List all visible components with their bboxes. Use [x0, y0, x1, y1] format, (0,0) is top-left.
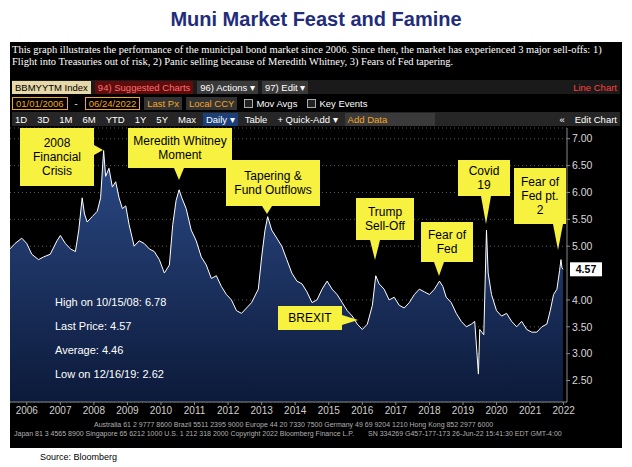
svg-text:2022: 2022	[553, 405, 576, 416]
svg-text:2014: 2014	[284, 405, 307, 416]
html-text:2008 Financial Crisis: 2008 Financial Crisis	[33, 136, 81, 178]
html-text:1M: 1M	[59, 113, 73, 125]
html-text:Trump Sell-Off: Trump Sell-Off	[365, 205, 405, 233]
svg-text:5.00: 5.00	[572, 240, 593, 252]
html-text:Covid 19: Covid 19	[468, 164, 500, 192]
html-text:97) Edit ▾: 97) Edit ▾	[264, 81, 306, 93]
html-text:6M: 6M	[82, 113, 96, 125]
svg-text:2017: 2017	[385, 405, 408, 416]
html-text:1Y: 1Y	[134, 113, 147, 125]
svg-text:2009: 2009	[116, 405, 139, 416]
svg-text:3.00: 3.00	[572, 347, 593, 359]
html-text:Add Data: Add Data	[347, 113, 388, 125]
html-text:Low on 12/16/19: 2.62: Low on 12/16/19: 2.62	[55, 368, 164, 380]
svg-text:2020: 2020	[485, 405, 508, 416]
html-text:Table: Table	[244, 113, 268, 125]
svg-text:4.57: 4.57	[576, 263, 597, 275]
html-text:Daily ▾: Daily ▾	[205, 113, 235, 125]
html-text:Meredith Whitney Moment: Meredith Whitney Moment	[133, 134, 227, 162]
html-text:01/01/2006: 01/01/2006	[16, 97, 64, 109]
html-text:Local CCY: Local CCY	[189, 97, 235, 109]
html-text:Fear of Fed pt. 2: Fear of Fed pt. 2	[521, 175, 559, 217]
svg-text:2012: 2012	[217, 405, 240, 416]
svg-text:2.50: 2.50	[572, 374, 593, 386]
html-text:BREXIT: BREXIT	[288, 311, 332, 325]
html-text:3D: 3D	[37, 113, 50, 125]
html-text:BBMYYTM Index: BBMYYTM Index	[15, 81, 88, 93]
html-text:06/24/2022: 06/24/2022	[88, 97, 137, 109]
html-text:Japan 81 3 4565 8900 Singapore: Japan 81 3 4565 8900 Singapore 65 6212 1…	[14, 429, 354, 437]
html-text:This graph illustrates the per: This graph illustrates the performance o…	[12, 44, 602, 67]
html-text:Tapering & Fund Outflows: Tapering & Fund Outflows	[234, 169, 312, 197]
svg-text:7.00: 7.00	[572, 132, 593, 144]
svg-text:2016: 2016	[351, 405, 374, 416]
svg-text:2008: 2008	[83, 405, 106, 416]
svg-text:3.50: 3.50	[572, 321, 593, 333]
html-text:5Y: 5Y	[156, 113, 168, 125]
html-text:SN 334269 G457-177-173 26-Jun-: SN 334269 G457-177-173 26-Jun-22 15:41:3…	[368, 429, 562, 437]
html-text:Edit Chart: Edit Chart	[574, 113, 617, 125]
html-text:+ Quick-Add ▾: + Quick-Add ▾	[277, 113, 338, 125]
html-text:Last Px: Last Px	[147, 97, 179, 109]
svg-text:2006: 2006	[16, 405, 39, 416]
html-text:Key Events: Key Events	[319, 97, 368, 109]
svg-text:2018: 2018	[418, 405, 441, 416]
svg-text:6.00: 6.00	[572, 186, 593, 198]
svg-text:2011: 2011	[184, 405, 206, 416]
svg-text:2019: 2019	[452, 405, 475, 416]
html-text:YTD: YTD	[105, 113, 125, 125]
svg-text:6.50: 6.50	[572, 159, 593, 171]
html-text:Muni Market Feast and Famine: Muni Market Feast and Famine	[170, 8, 462, 30]
html-text:Average: 4.46: Average: 4.46	[55, 344, 124, 356]
html-text:1D: 1D	[15, 113, 28, 125]
html-text:Source: Bloomberg: Source: Bloomberg	[40, 452, 117, 462]
html-text:Max: Max	[178, 113, 196, 125]
svg-text:2015: 2015	[318, 405, 341, 416]
html-text:Line Chart: Line Chart	[573, 81, 617, 93]
html-text:Last Price: 4.57: Last Price: 4.57	[55, 320, 132, 332]
svg-text:2021: 2021	[519, 405, 542, 416]
html-text:94) Suggested Charts: 94) Suggested Charts	[97, 81, 191, 93]
svg-text:5.50: 5.50	[572, 213, 593, 225]
svg-text:2007: 2007	[49, 405, 72, 416]
html-text:High on 10/15/08: 6.78: High on 10/15/08: 6.78	[55, 296, 167, 308]
svg-text:4.00: 4.00	[572, 294, 593, 306]
html-text:Australia 61 2 9777 8600 Brazi: Australia 61 2 9777 8600 Brazil 5511 239…	[94, 421, 494, 428]
html-text:Mov Avgs: Mov Avgs	[256, 97, 298, 109]
svg-text:2010: 2010	[150, 405, 173, 416]
svg-text:2013: 2013	[251, 405, 274, 416]
html-text:96) Actions ▾: 96) Actions ▾	[200, 81, 255, 93]
html-text:Fear of Fed: Fear of Fed	[428, 228, 466, 256]
